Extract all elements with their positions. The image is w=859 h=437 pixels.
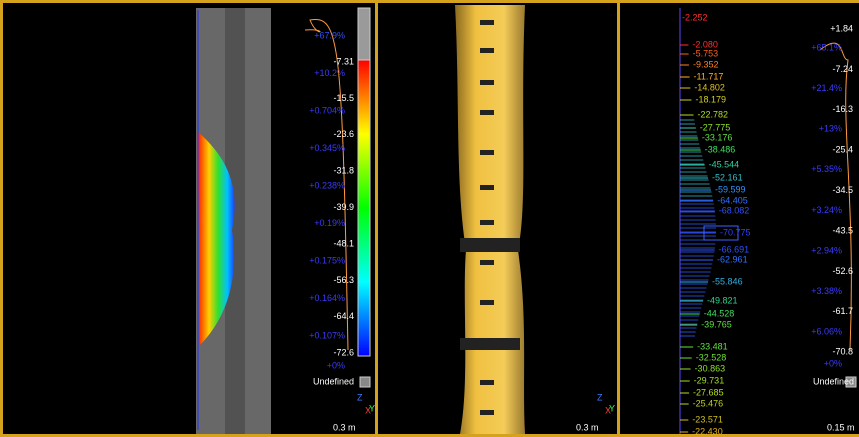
- profile-label: -39.765: [701, 319, 732, 329]
- profile-label: -33.481: [697, 341, 728, 351]
- histogram-label: +0%: [327, 360, 345, 370]
- viewer-window: -7.31 -15.5 -23.6 -31.8 -39.9 -48.1 -56.3 -64.4…: [0, 0, 859, 437]
- histogram-label: +0%: [824, 358, 842, 368]
- pipe-band: [460, 238, 520, 252]
- pipe-band: [480, 260, 494, 265]
- pipe-band: [480, 110, 494, 115]
- profile-label: -25.476: [693, 398, 724, 408]
- scale-label: -64.4: [333, 311, 354, 321]
- scale-label: -61.7: [832, 306, 853, 316]
- scale-label: +1.84: [830, 23, 853, 33]
- scale-label: -52.6: [832, 266, 853, 276]
- histogram-label: +0.238%: [309, 180, 345, 190]
- pipe-band: [480, 220, 494, 225]
- profile-label: -44.528: [704, 308, 735, 318]
- histogram-label: +0.107%: [309, 330, 345, 340]
- profile-label: -45.544: [709, 159, 740, 169]
- profile-label: -30.863: [695, 363, 726, 373]
- scale-label: -72.6: [333, 348, 354, 358]
- histogram-label: +3.24%: [811, 205, 842, 215]
- profile-label: -49.821: [707, 295, 738, 305]
- profile-label: -68.082: [719, 205, 750, 215]
- scale-bar: 0.15 m: [827, 422, 855, 432]
- profile-label: -62.961: [717, 254, 748, 264]
- scale-label: -25.4: [832, 145, 853, 155]
- profile-label: -27.775: [700, 122, 731, 132]
- scale-label: -48.1: [333, 238, 354, 248]
- histogram-label: +65.1%: [811, 42, 842, 52]
- profile-label: -5.753: [693, 48, 719, 58]
- histogram-label: +21.4%: [811, 83, 842, 93]
- scale-label: -31.8: [333, 166, 354, 176]
- pipe-band: [480, 150, 494, 155]
- scale-bar: 0.3 m: [333, 422, 356, 432]
- pipe-band: [480, 380, 494, 385]
- pipe-band: [480, 48, 494, 53]
- scale-label: -7.31: [333, 56, 354, 66]
- scale-label: -16.3: [832, 104, 853, 114]
- profile-label: -2.252: [682, 12, 708, 22]
- profile-label: -18.179: [695, 94, 726, 104]
- profile-label: -66.691: [719, 244, 750, 254]
- histogram-label: +10.2%: [314, 68, 345, 78]
- pipe-band: [480, 20, 494, 25]
- undefined-swatch: [360, 377, 370, 387]
- pipe-band: [480, 185, 494, 190]
- profile-label: -23.571: [692, 414, 723, 424]
- pipe-band: [480, 410, 494, 415]
- pipe-band: [480, 80, 494, 85]
- axis-label: Z: [357, 392, 363, 402]
- scale-label: -34.5: [832, 185, 853, 195]
- scale-label: -39.9: [333, 202, 354, 212]
- undefined-label: Undefined: [813, 376, 854, 386]
- color-scale: [358, 60, 370, 356]
- profile-label: -55.846: [712, 276, 743, 286]
- axis-label: Y: [369, 403, 375, 413]
- profile-label: -64.405: [717, 195, 748, 205]
- histogram-label: +67.9%: [314, 30, 345, 40]
- viewports: -7.31 -15.5 -23.6 -31.8 -39.9 -48.1 -56.3 -64.4…: [0, 0, 859, 437]
- right-viewport: [620, 3, 859, 434]
- profile-label: -11.717: [694, 71, 724, 81]
- scale-bar: 0.3 m: [576, 422, 599, 432]
- scale-label: -56.3: [333, 275, 354, 285]
- scale-top: [358, 8, 370, 60]
- scale-label: -23.6: [333, 129, 354, 139]
- profile-label: -59.599: [715, 184, 746, 194]
- histogram-label: +13%: [819, 124, 842, 134]
- profile-label: -29.731: [694, 375, 725, 385]
- profile-label: -33.176: [702, 132, 733, 142]
- axis-label: Z: [597, 392, 603, 402]
- scale-label: -15.5: [333, 93, 354, 103]
- profile-label: -32.528: [696, 352, 727, 362]
- profile-label: -22.430: [692, 426, 723, 436]
- histogram-label: +0.164%: [309, 293, 345, 303]
- histogram-label: +5.35%: [811, 164, 842, 174]
- pipe-band: [480, 300, 494, 305]
- histogram-label: +3.38%: [811, 286, 842, 296]
- profile-label: -52.161: [712, 172, 743, 182]
- histogram-label: +0.345%: [309, 143, 345, 153]
- scale-label: -70.8: [832, 347, 853, 357]
- pipe-scan: [455, 5, 525, 434]
- histogram-label: +0.175%: [309, 255, 345, 265]
- profile-label: -14.802: [694, 82, 725, 92]
- profile-label: -27.685: [693, 387, 724, 397]
- profile-label: -38.486: [705, 144, 736, 154]
- axis-label: Y: [609, 403, 615, 413]
- scale-label: -7.24: [832, 64, 853, 74]
- undefined-label: Undefined: [313, 376, 354, 386]
- profile-label: -22.782: [697, 109, 728, 119]
- histogram-label: +0.704%: [309, 105, 345, 115]
- scale-label: -43.5: [832, 225, 853, 235]
- histogram-label: +0.19%: [314, 218, 345, 228]
- pipe-band: [460, 338, 520, 350]
- histogram-label: +2.94%: [811, 245, 842, 255]
- profile-label: -9.352: [693, 59, 719, 69]
- histogram-label: +6.06%: [811, 327, 842, 337]
- profile-label: -70.775: [720, 227, 751, 237]
